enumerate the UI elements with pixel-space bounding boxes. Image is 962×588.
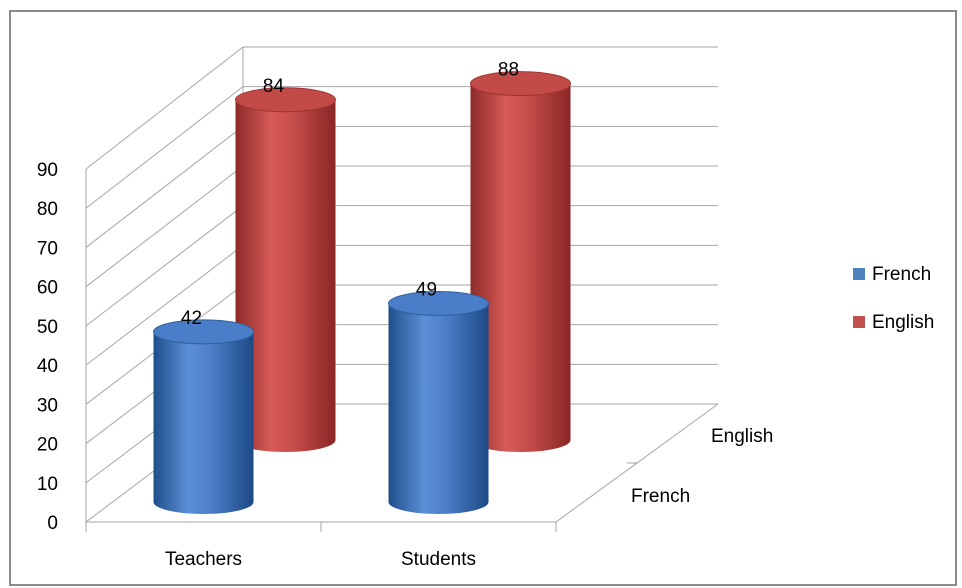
y-tick-label-2: 20 (37, 435, 58, 456)
side-gridline-6 (85, 165, 244, 288)
data-label-english-teachers: 84 (263, 76, 285, 97)
side-gridline-7 (85, 125, 244, 248)
y-tick-label-4: 40 (37, 356, 58, 377)
z-tick-label-0: French (631, 486, 690, 507)
bar-french-students (388, 303, 489, 514)
bar-english-teachers (235, 99, 336, 453)
legend-label-english: English (872, 312, 934, 333)
data-label-french-students: 49 (416, 280, 437, 301)
y-tick-label-8: 80 (37, 199, 58, 220)
legend: French English (853, 264, 934, 333)
axes (85, 403, 719, 532)
y-tick-label-9: 90 (37, 160, 58, 181)
y-tick-label-1: 10 (37, 474, 58, 495)
bar-top-english-teachers (235, 87, 336, 113)
bar-top-english-students (470, 71, 571, 97)
y-tick-label-7: 70 (37, 238, 58, 259)
side-gridline-8 (85, 86, 244, 209)
y-tick-label-3: 30 (37, 395, 58, 416)
side-gridline-5 (85, 205, 244, 327)
bar-top-french-students (388, 291, 489, 317)
x-tick-label-0: Teachers (165, 549, 242, 570)
legend-swatch-french (853, 268, 865, 280)
side-gridline-4 (85, 244, 244, 366)
y-tick-label-0: 0 (47, 513, 58, 534)
legend-swatch-english (853, 316, 865, 328)
bar-english-students (470, 83, 571, 452)
legend-label-french: French (872, 264, 931, 285)
data-label-english-students: 88 (498, 60, 519, 81)
bar-top-french-teachers (153, 319, 254, 345)
bars (153, 71, 571, 514)
labels: 0 10 20 30 40 50 60 70 80 90 Teachers Students Frenc… (37, 60, 773, 570)
side-gridline-9 (85, 46, 244, 170)
y-tick-label-6: 60 (37, 278, 58, 299)
x-tick-label-1: Students (401, 549, 476, 570)
data-label-french-teachers: 42 (181, 308, 202, 329)
z-tick-label-1: English (711, 426, 773, 447)
y-tick-label-5: 50 (37, 317, 58, 338)
bar-french-teachers (153, 331, 254, 514)
